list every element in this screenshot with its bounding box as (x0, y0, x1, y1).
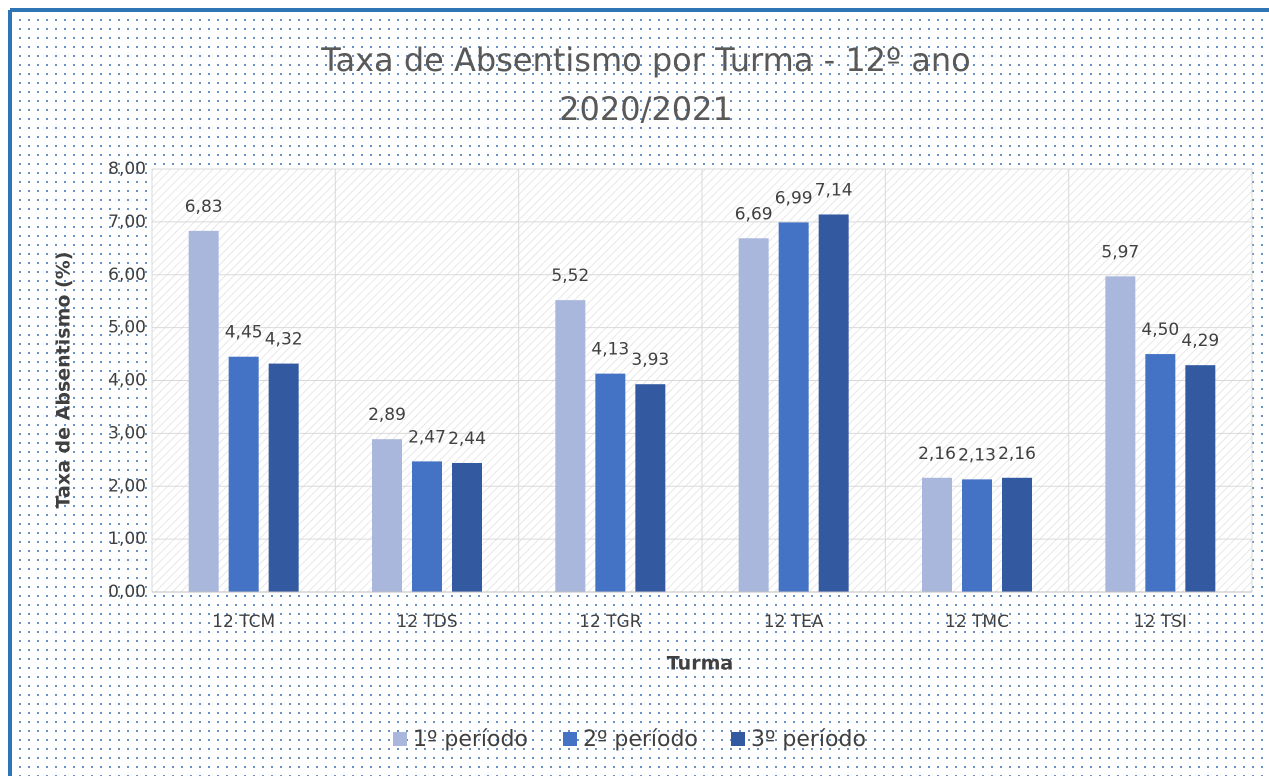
bar (778, 222, 809, 592)
y-tick-label: 2,00 (108, 476, 146, 496)
x-tick-label: 12 TSI (1134, 612, 1187, 632)
data-label: 3,93 (631, 350, 669, 370)
y-tick-label: 3,00 (108, 423, 146, 443)
legend-label: 3º período (751, 727, 866, 752)
data-label: 2,16 (918, 444, 956, 464)
bar (1105, 276, 1136, 592)
data-label: 4,45 (225, 323, 263, 343)
bar (818, 214, 849, 592)
bar (188, 230, 219, 592)
bar (962, 479, 992, 592)
data-label: 2,16 (998, 444, 1036, 464)
legend-swatch (731, 732, 745, 746)
x-tick-label: 12 TCM (212, 612, 275, 632)
data-label: 5,52 (551, 266, 589, 286)
data-label: 4,29 (1181, 331, 1219, 351)
bar (372, 439, 402, 592)
y-axis-title: Taxa de Absentismo (%) (53, 252, 75, 509)
legend-label: 1º período (413, 727, 528, 752)
y-tick-label: 6,00 (108, 265, 146, 285)
x-tick-label: 12 TGR (579, 612, 642, 632)
data-label: 4,32 (265, 330, 303, 350)
data-label: 6,83 (185, 197, 223, 217)
chart-title: Taxa de Absentismo por Turma - 12º ano (320, 41, 971, 79)
bar (228, 356, 259, 592)
x-axis-title: Turma (667, 653, 733, 675)
bar (452, 462, 482, 592)
y-tick-label: 4,00 (108, 371, 146, 391)
y-tick-label: 7,00 (108, 212, 146, 232)
bar (1002, 477, 1032, 592)
data-label: 5,97 (1101, 242, 1139, 262)
legend-swatch (563, 732, 577, 746)
data-label: 6,99 (775, 188, 813, 208)
bar (555, 300, 586, 592)
y-tick-label: 8,00 (108, 159, 146, 179)
bar (595, 373, 626, 592)
y-tick-label: 5,00 (108, 318, 146, 338)
legend-swatch (393, 732, 407, 746)
data-label: 2,47 (408, 427, 446, 447)
x-tick-label: 12 TDS (396, 612, 457, 632)
data-label: 4,13 (591, 340, 629, 360)
bar (635, 384, 666, 592)
data-label: 2,13 (958, 445, 996, 465)
data-label: 7,14 (815, 180, 853, 200)
chart-title: 2020/2021 (559, 90, 733, 128)
data-label: 2,44 (448, 429, 486, 449)
bar (268, 363, 299, 592)
bar (1185, 365, 1216, 592)
x-tick-label: 12 TEA (764, 612, 824, 632)
data-label: 4,50 (1141, 320, 1179, 340)
y-tick-label: 1,00 (108, 529, 146, 549)
x-tick-label: 12 TMC (945, 612, 1009, 632)
bar (412, 461, 442, 592)
legend-label: 2º período (583, 727, 698, 752)
bar (1145, 354, 1176, 592)
bar (922, 477, 952, 592)
data-label: 6,69 (735, 204, 773, 224)
data-label: 2,89 (368, 405, 406, 425)
y-tick-label: 0,00 (108, 582, 146, 602)
bar (738, 238, 769, 593)
